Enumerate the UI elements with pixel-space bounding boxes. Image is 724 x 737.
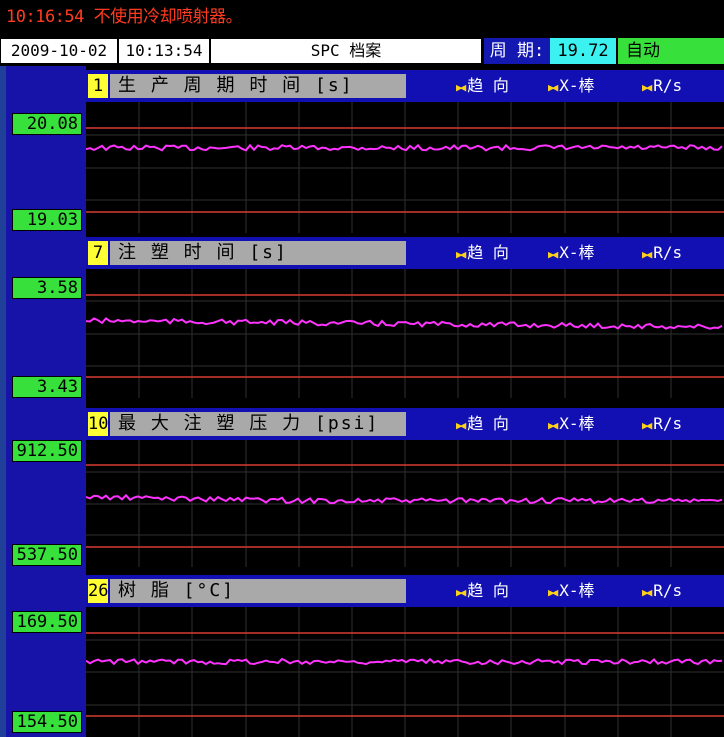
left-edge-strip (0, 66, 6, 737)
panel-4-upper-value: 169.50 (12, 611, 82, 633)
panel-3-name: 最 大 注 塑 压 力 [psi] (110, 412, 406, 436)
legend-xbar[interactable]: ▶◀ X-棒 (548, 581, 595, 600)
panel-3-upper-value: 912.50 (12, 440, 82, 462)
time-display: 10:13:54 (118, 38, 210, 64)
cycle-value: 19.72 (550, 38, 616, 64)
panel-2-upper-value: 3.58 (12, 277, 82, 299)
cycle-label: 周 期: (484, 38, 550, 64)
legend-range[interactable]: ▶◀ R/s (642, 581, 683, 600)
panel-2-number[interactable]: 7 (88, 241, 108, 265)
panel-3-sidebar (6, 398, 86, 567)
double-triangle-icon: ▶◀ (456, 81, 466, 94)
panel-2-plot (86, 269, 724, 398)
alarm-message: 10:16:54 不使用冷却喷射器。 (6, 7, 243, 27)
double-triangle-icon: ▶◀ (642, 586, 652, 599)
plot-svg (86, 102, 724, 233)
panel-4-title-bar: 26 树 脂 [°C] ▶◀ 趋 向 ▶◀ X-棒 ▶◀ R/s (86, 575, 724, 607)
legend-xbar[interactable]: ▶◀ X-棒 (548, 414, 595, 433)
panel-3-lower-value: 537.50 (12, 544, 82, 566)
double-triangle-icon: ▶◀ (642, 81, 652, 94)
panel-4-number[interactable]: 26 (88, 579, 109, 603)
panel-4-plot (86, 607, 724, 737)
trend-trace (86, 657, 723, 666)
panel-1-number[interactable]: 1 (88, 74, 108, 98)
panel-2-lower-value: 3.43 (12, 376, 82, 398)
panel-4-name: 树 脂 [°C] (110, 579, 406, 603)
panel-1-name: 生 产 周 期 时 间 [s] (110, 74, 406, 98)
legend-range[interactable]: ▶◀ R/s (642, 243, 683, 262)
panel-3-title-bar: 10 最 大 注 塑 压 力 [psi] ▶◀ 趋 向 ▶◀ X-棒 ▶◀ R/s (86, 408, 724, 440)
panel-2-name: 注 塑 时 间 [s] (110, 241, 406, 265)
legend-range[interactable]: ▶◀ R/s (642, 414, 683, 433)
double-triangle-icon: ▶◀ (642, 419, 652, 432)
mode-indicator[interactable]: 自动 (618, 38, 724, 64)
legend-trend[interactable]: ▶◀ 趋 向 (456, 76, 509, 95)
panel-3-number[interactable]: 10 (88, 412, 109, 436)
panel-4-lower-value: 154.50 (12, 711, 82, 733)
legend-xbar[interactable]: ▶◀ X-棒 (548, 76, 595, 95)
panel-1-title-bar: 1 生 产 周 期 时 间 [s] ▶◀ 趋 向 ▶◀ X-棒 ▶◀ R/s (86, 70, 724, 102)
double-triangle-icon: ▶◀ (456, 419, 466, 432)
double-triangle-icon: ▶◀ (548, 81, 558, 94)
panel-4-sidebar (6, 567, 86, 737)
panel-1-plot (86, 102, 724, 233)
legend-range[interactable]: ▶◀ R/s (642, 76, 683, 95)
panel-1-upper-value: 20.08 (12, 113, 82, 135)
panel-1-sidebar (6, 66, 86, 233)
double-triangle-icon: ▶◀ (456, 248, 466, 261)
double-triangle-icon: ▶◀ (456, 586, 466, 599)
plot-svg (86, 269, 724, 398)
plot-svg (86, 607, 724, 737)
double-triangle-icon: ▶◀ (548, 419, 558, 432)
legend-trend[interactable]: ▶◀ 趋 向 (456, 581, 509, 600)
double-triangle-icon: ▶◀ (642, 248, 652, 261)
panel-3-plot (86, 440, 724, 567)
trend-trace (86, 316, 723, 330)
double-triangle-icon: ▶◀ (548, 248, 558, 261)
date-display: 2009-10-02 (0, 38, 118, 64)
plot-svg (86, 440, 724, 567)
legend-xbar[interactable]: ▶◀ X-棒 (548, 243, 595, 262)
trend-trace (86, 493, 723, 505)
legend-trend[interactable]: ▶◀ 趋 向 (456, 243, 509, 262)
panel-1-lower-value: 19.03 (12, 209, 82, 231)
panel-2-sidebar (6, 233, 86, 398)
trend-trace (86, 143, 723, 152)
page-title: SPC 档案 (210, 38, 482, 64)
alarm-bar: 10:16:54 不使用冷却喷射器。 (0, 0, 724, 36)
legend-trend[interactable]: ▶◀ 趋 向 (456, 414, 509, 433)
panel-2-title-bar: 7 注 塑 时 间 [s] ▶◀ 趋 向 ▶◀ X-棒 ▶◀ R/s (86, 237, 724, 269)
double-triangle-icon: ▶◀ (548, 586, 558, 599)
